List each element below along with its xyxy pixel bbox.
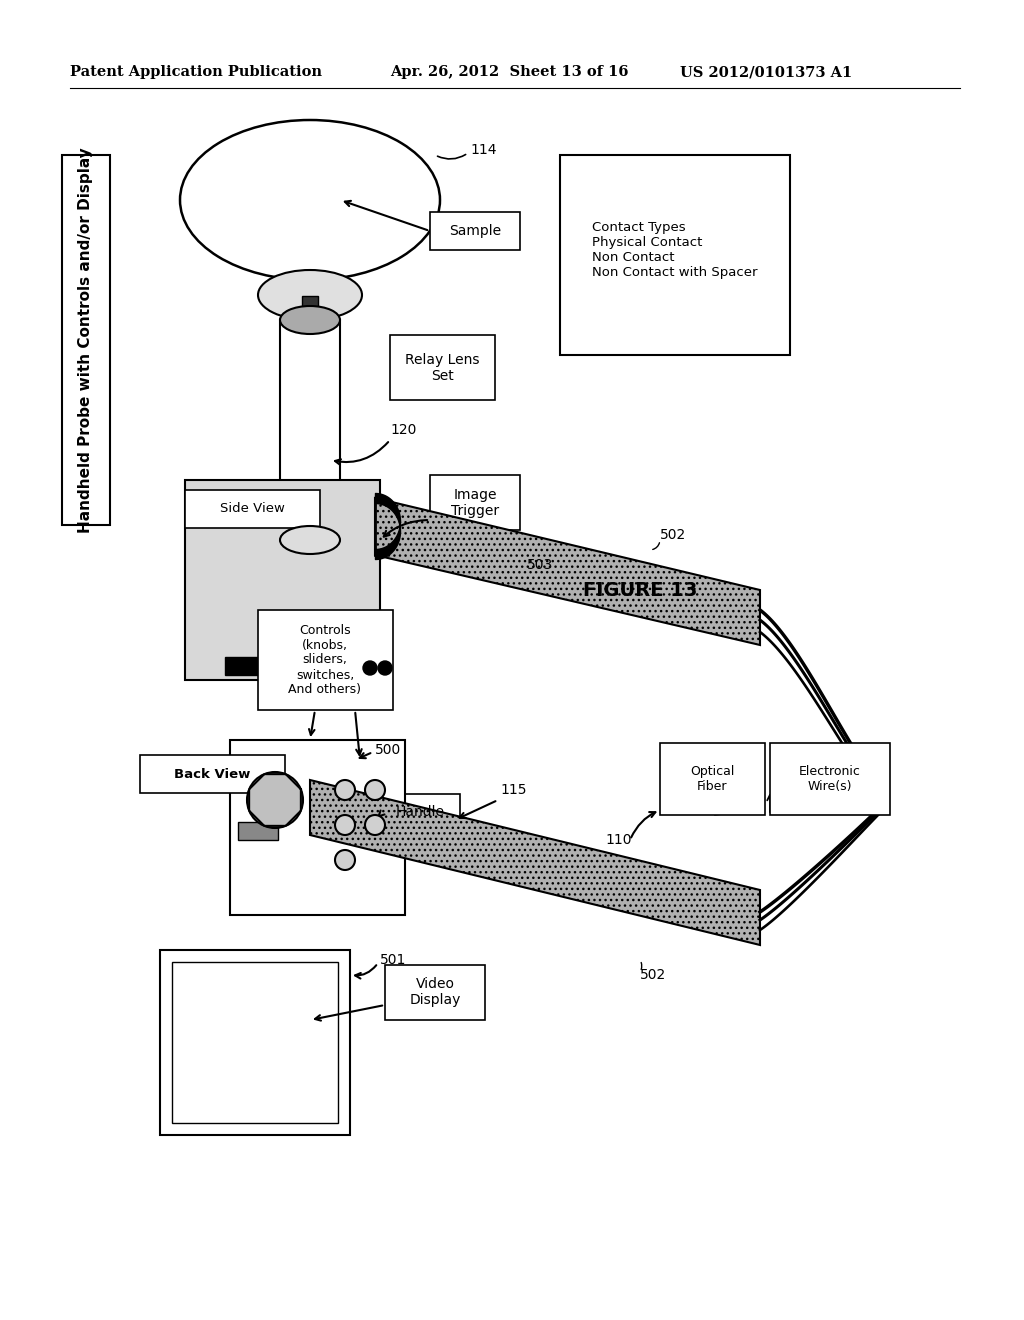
Ellipse shape [280, 525, 340, 554]
Bar [660, 743, 765, 814]
Text: Back View: Back View [174, 767, 251, 780]
Text: Contact Types
Physical Contact
Non Contact
Non Contact with Spacer: Contact Types Physical Contact Non Conta… [592, 220, 758, 279]
Ellipse shape [180, 120, 440, 280]
Bar [238, 822, 278, 840]
Text: Handle: Handle [395, 805, 444, 818]
Bar [770, 743, 890, 814]
Circle shape [365, 814, 385, 836]
Text: 501: 501 [380, 953, 407, 968]
Circle shape [378, 661, 392, 675]
Circle shape [335, 780, 355, 800]
Text: Optical
Fiber: Optical Fiber [690, 766, 734, 793]
Text: Video
Display: Video Display [410, 977, 461, 1007]
Polygon shape [310, 780, 760, 945]
Bar [390, 335, 495, 400]
Circle shape [335, 814, 355, 836]
Text: Controls
(knobs,
sliders,
switches,
And others): Controls (knobs, sliders, switches, And … [289, 623, 361, 697]
Bar [160, 950, 350, 1135]
Polygon shape [375, 498, 760, 645]
Ellipse shape [258, 271, 362, 319]
Bar [380, 795, 460, 830]
Text: Sample: Sample [449, 224, 501, 238]
Text: Apr. 26, 2012  Sheet 13 of 16: Apr. 26, 2012 Sheet 13 of 16 [390, 65, 629, 79]
Bar [172, 962, 338, 1123]
Circle shape [335, 850, 355, 870]
Bar [430, 475, 520, 531]
Text: Electronic
Wire(s): Electronic Wire(s) [799, 766, 861, 793]
Text: 503: 503 [527, 558, 553, 572]
Bar [385, 965, 485, 1020]
Bar [302, 296, 318, 308]
Bar [140, 755, 285, 793]
Ellipse shape [280, 306, 340, 334]
Text: Handheld Probe with Controls and/or Display: Handheld Probe with Controls and/or Disp… [79, 147, 93, 533]
Text: Side View: Side View [220, 503, 285, 516]
Bar [185, 480, 380, 680]
Text: FIGURE 13: FIGURE 13 [583, 581, 697, 599]
Bar [230, 741, 406, 915]
Text: Patent Application Publication: Patent Application Publication [70, 65, 322, 79]
Text: 120: 120 [390, 422, 417, 437]
Bar [560, 154, 790, 355]
Circle shape [362, 661, 377, 675]
Bar [185, 490, 319, 528]
Text: 114: 114 [470, 143, 497, 157]
Text: 115: 115 [500, 783, 526, 797]
Bar [430, 213, 520, 249]
Text: Image
Trigger: Image Trigger [451, 488, 499, 519]
Bar [62, 154, 110, 525]
Text: US 2012/0101373 A1: US 2012/0101373 A1 [680, 65, 852, 79]
Bar [258, 610, 393, 710]
Text: 500: 500 [375, 743, 401, 756]
Circle shape [247, 772, 303, 828]
Bar [280, 319, 340, 540]
Text: 502: 502 [640, 968, 667, 982]
Text: Relay Lens
Set: Relay Lens Set [404, 352, 479, 383]
Circle shape [365, 780, 385, 800]
Text: 110: 110 [605, 833, 632, 847]
Bar [225, 657, 305, 675]
Text: 502: 502 [660, 528, 686, 543]
